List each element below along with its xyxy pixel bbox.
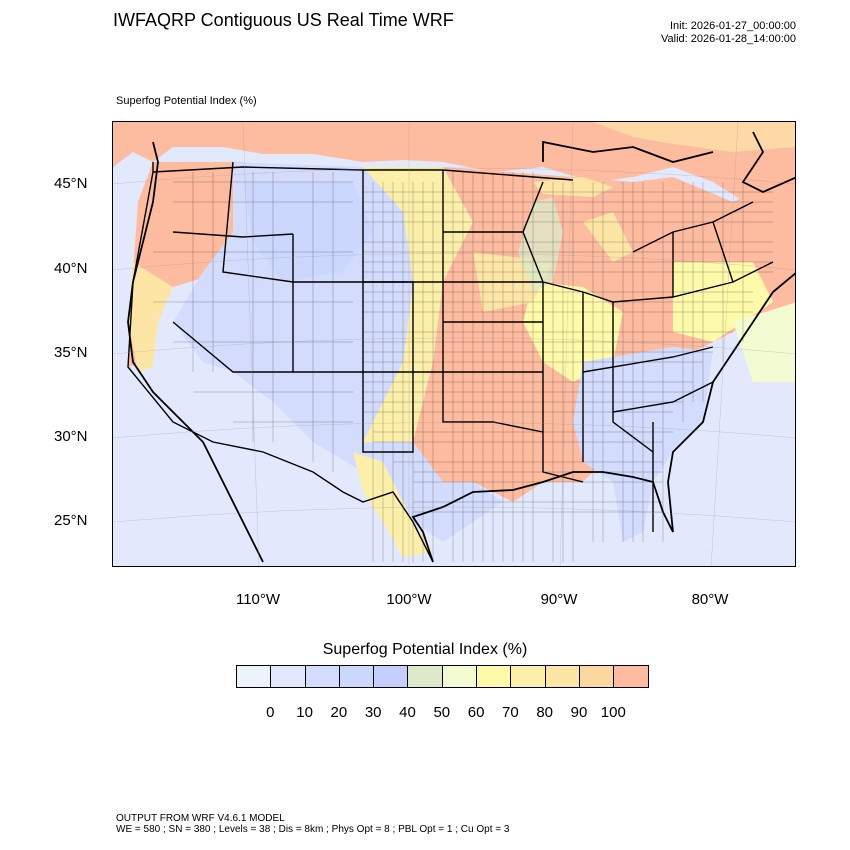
colorbar-tick-label: 10 [296,704,313,721]
colorbar-swatch [236,665,272,688]
lon-label-90w: 90°W [540,591,578,608]
colorbar-tick-label: 50 [433,704,451,721]
colorbar-swatch [270,665,306,688]
colorbar-swatch [476,665,512,688]
footer-model: OUTPUT FROM WRF V4.6.1 MODEL [116,813,285,824]
canada-region [113,122,795,207]
map-panel [112,121,796,567]
lake-michigan [518,197,563,292]
colorbar-tick-label: 70 [502,704,519,721]
lake-huron [583,212,633,262]
colorbar [236,665,649,688]
map-canvas [113,122,795,566]
graticule [113,122,795,566]
footer-config: WE = 580 ; SN = 380 ; Levels = 38 ; Dis … [116,824,510,835]
colorbar-swatch [407,665,443,688]
colorbar-swatch [544,665,580,688]
colorbar-tick-label: 20 [330,704,348,721]
colorbar-tick-label: 60 [467,704,485,721]
coastlines [127,131,795,563]
plains-band [363,167,473,462]
colorbar-tick-label: 30 [364,704,382,721]
atlantic-offshore-band [733,302,795,382]
pacific-northwest-region [128,162,243,367]
colorbar-tick-label: 80 [536,704,554,721]
lat-label-40n: 40°N [54,260,88,277]
lon-label-110w: 110°W [235,591,281,608]
time-info: Init: 2026-01-27_00:00:00 Valid: 2026-01… [661,20,796,46]
colorbar-tick-label: 100 [600,704,626,721]
colorbar-swatch [338,665,375,688]
colorbar-tick-label: 0 [266,704,275,721]
lat-label-45n: 45°N [54,175,88,192]
colorbar-title: Superfog Potential Index (%) [322,641,528,658]
lat-label-30n: 30°N [54,428,88,445]
atlantic-ocean [653,322,795,566]
field-label: Superfog Potential Index (%) [116,95,257,107]
lon-label-80w: 80°W [691,591,729,608]
colorbar-swatch [510,665,546,688]
canada-north-band [593,122,795,152]
colorbar-tick-label: 40 [399,704,416,721]
model-footer: OUTPUT FROM WRF V4.6.1 MODEL WE = 580 ; … [116,813,509,835]
county-borders [153,172,773,562]
lat-label-35n: 35°N [54,344,88,361]
california-coast-region [128,262,173,372]
colorbar-swatch [613,665,649,688]
lon-label-100w: 100°W [386,591,432,608]
colorbar-swatch [373,665,409,688]
lat-label-25n: 25°N [54,512,88,529]
init-time: Init: 2026-01-27_00:00:00 [670,20,796,32]
colorbar-swatch [441,665,478,688]
plot-title: IWFAQRP Contiguous US Real Time WRF [113,10,454,30]
valid-time: Valid: 2026-01-28_14:00:00 [661,33,796,45]
colorbar-swatch [304,665,340,688]
colorbar-tick-label: 90 [570,704,588,721]
rockies-region [243,182,373,282]
colorbar-swatch [578,665,615,688]
